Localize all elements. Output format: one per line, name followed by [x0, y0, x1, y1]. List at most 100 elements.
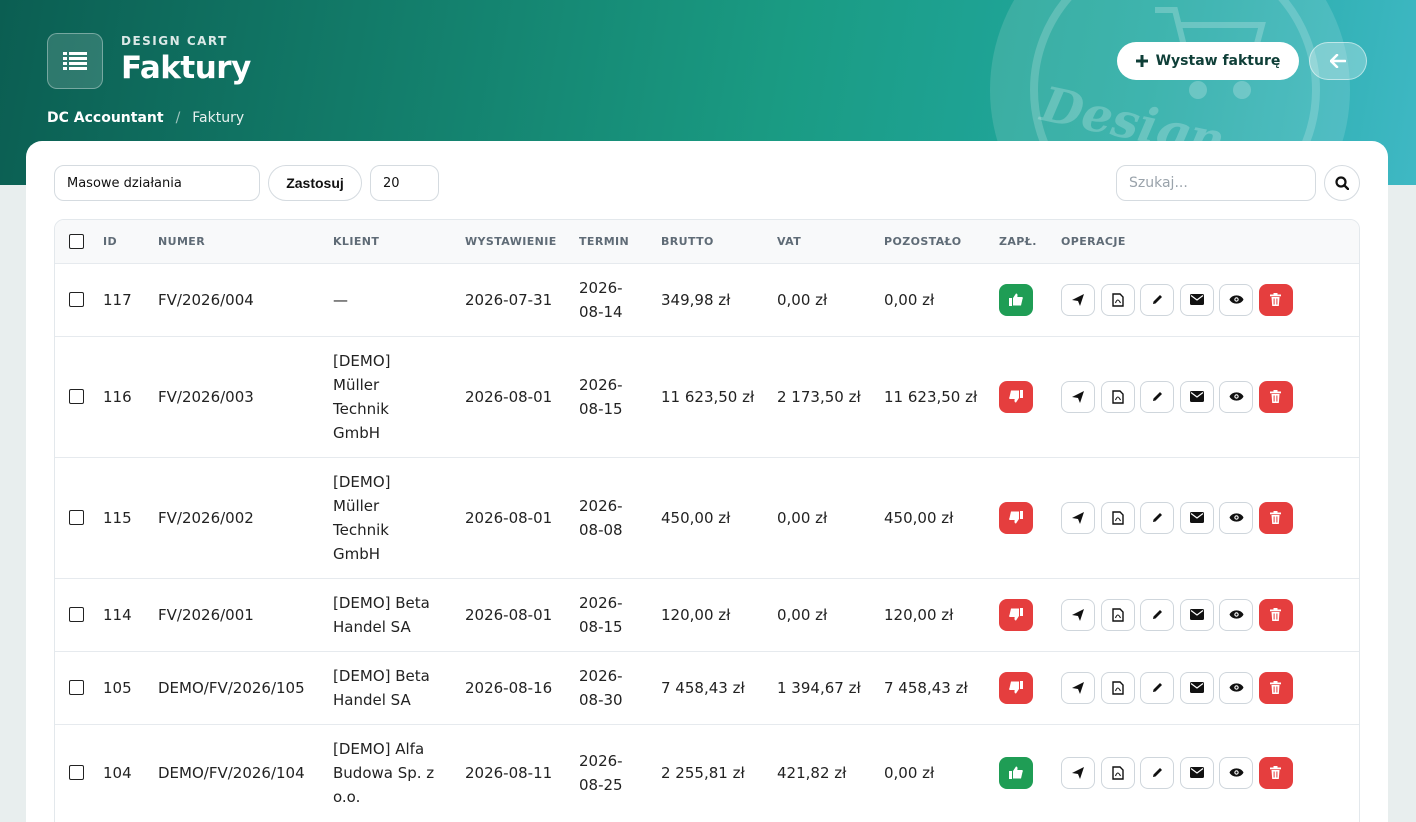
cell-gross: 7 458,43 zł [661, 678, 745, 697]
send-icon [1071, 766, 1085, 780]
edit-button[interactable] [1140, 756, 1174, 789]
pdf-button[interactable] [1100, 501, 1135, 534]
table-row: 115 FV/2026/002 [DEMO] Müller Technik GmbH… [55, 457, 1359, 578]
cell-vat: 0,00 zł [777, 290, 828, 309]
cell-due: 2026- 08-25 [579, 751, 623, 794]
column-header-remaining[interactable]: POZOSTAŁO [884, 234, 962, 248]
column-header-client[interactable]: KLIENT [333, 234, 380, 248]
pdf-button[interactable] [1100, 671, 1135, 704]
row-checkbox[interactable] [69, 292, 84, 307]
row-operations [1061, 501, 1359, 534]
column-header-due[interactable]: TERMIN [579, 234, 630, 248]
send-button[interactable] [1061, 380, 1095, 413]
view-button[interactable] [1219, 380, 1253, 413]
pdf-button[interactable] [1100, 598, 1135, 631]
email-icon [1189, 682, 1204, 693]
email-button[interactable] [1179, 598, 1214, 631]
cell-client: [DEMO] Alfa Budowa Sp. z o.o. [333, 739, 435, 806]
email-button[interactable] [1179, 501, 1214, 534]
per-page-select[interactable]: 20 [370, 165, 439, 201]
column-header-number[interactable]: NUMER [158, 234, 206, 248]
send-button[interactable] [1061, 283, 1095, 316]
thumbs-down-icon [1009, 511, 1023, 524]
delete-button[interactable] [1258, 501, 1293, 534]
column-header-issued[interactable]: WYSTAWIENIE [465, 234, 557, 248]
view-button[interactable] [1219, 283, 1253, 316]
brand-watermark-ring [1030, 0, 1320, 185]
pdf-icon [1111, 389, 1124, 404]
email-button[interactable] [1179, 283, 1214, 316]
row-checkbox[interactable] [69, 510, 84, 525]
paid-status-toggle[interactable] [999, 283, 1033, 316]
breadcrumb-root-link[interactable]: DC Accountant [47, 110, 164, 126]
email-icon [1189, 767, 1204, 779]
column-header-vat[interactable]: VAT [777, 234, 802, 248]
cell-id: 104 [103, 763, 132, 782]
back-button[interactable] [1309, 42, 1367, 80]
apply-button[interactable]: Zastosuj [268, 165, 362, 201]
edit-button[interactable] [1140, 380, 1174, 413]
row-operations [1061, 671, 1359, 704]
cell-vat: 1 394,67 zł [777, 678, 861, 697]
row-operations [1061, 380, 1359, 413]
bulk-actions-select[interactable]: Masowe działania [54, 165, 260, 201]
delete-button[interactable] [1258, 598, 1293, 631]
issue-invoice-button[interactable]: Wystaw fakturę [1117, 42, 1299, 80]
view-icon [1229, 294, 1244, 305]
email-button[interactable] [1179, 671, 1214, 704]
table-row: 104 DEMO/FV/2026/104 [DEMO] Alfa Budowa Sp… [55, 724, 1359, 821]
pdf-button[interactable] [1100, 380, 1135, 413]
column-header-id[interactable]: ID [103, 234, 118, 248]
cell-number: DEMO/FV/2026/105 [158, 678, 305, 697]
delete-button[interactable] [1258, 756, 1293, 789]
cell-vat: 2 173,50 zł [777, 387, 861, 406]
paid-status-toggle[interactable] [999, 671, 1033, 704]
search-input[interactable] [1116, 165, 1316, 201]
send-button[interactable] [1061, 598, 1095, 631]
send-button[interactable] [1061, 501, 1095, 534]
row-checkbox[interactable] [69, 607, 84, 622]
paid-status-toggle[interactable] [999, 756, 1033, 789]
cell-remaining: 0,00 zł [884, 290, 935, 309]
view-button[interactable] [1219, 671, 1253, 704]
cell-gross: 2 255,81 zł [661, 763, 745, 782]
row-operations [1061, 283, 1359, 316]
view-button[interactable] [1219, 756, 1253, 789]
email-button[interactable] [1179, 756, 1214, 789]
row-checkbox[interactable] [69, 389, 84, 404]
cell-id: 116 [103, 387, 132, 406]
view-button[interactable] [1219, 501, 1253, 534]
delete-icon [1270, 293, 1281, 306]
cell-number: FV/2026/002 [158, 508, 254, 527]
send-button[interactable] [1061, 671, 1095, 704]
view-icon [1229, 609, 1244, 620]
send-icon [1071, 390, 1085, 404]
paid-status-toggle[interactable] [999, 501, 1033, 534]
row-checkbox[interactable] [69, 765, 84, 781]
edit-button[interactable] [1140, 598, 1174, 631]
edit-button[interactable] [1140, 671, 1174, 704]
pdf-button[interactable] [1100, 756, 1135, 789]
column-header-operations: OPERACJE [1061, 234, 1126, 248]
pdf-button[interactable] [1100, 283, 1135, 316]
paid-status-toggle[interactable] [999, 380, 1033, 413]
send-button[interactable] [1061, 756, 1095, 789]
delete-button[interactable] [1258, 380, 1293, 413]
select-all-checkbox[interactable] [69, 233, 84, 249]
column-header-gross[interactable]: BRUTTO [661, 234, 714, 248]
cell-client: — [333, 290, 348, 309]
search-button[interactable] [1324, 165, 1360, 201]
view-button[interactable] [1219, 598, 1253, 631]
edit-icon [1151, 293, 1164, 306]
delete-button[interactable] [1258, 283, 1293, 316]
email-button[interactable] [1179, 380, 1214, 413]
cell-due: 2026- 08-15 [579, 593, 623, 636]
cell-issued: 2026-08-01 [465, 605, 553, 624]
row-checkbox[interactable] [69, 680, 84, 695]
delete-button[interactable] [1258, 671, 1293, 704]
paid-status-toggle[interactable] [999, 598, 1033, 631]
plus-icon [1135, 55, 1148, 67]
edit-button[interactable] [1140, 501, 1174, 534]
delete-icon [1270, 766, 1281, 780]
edit-button[interactable] [1140, 283, 1174, 316]
